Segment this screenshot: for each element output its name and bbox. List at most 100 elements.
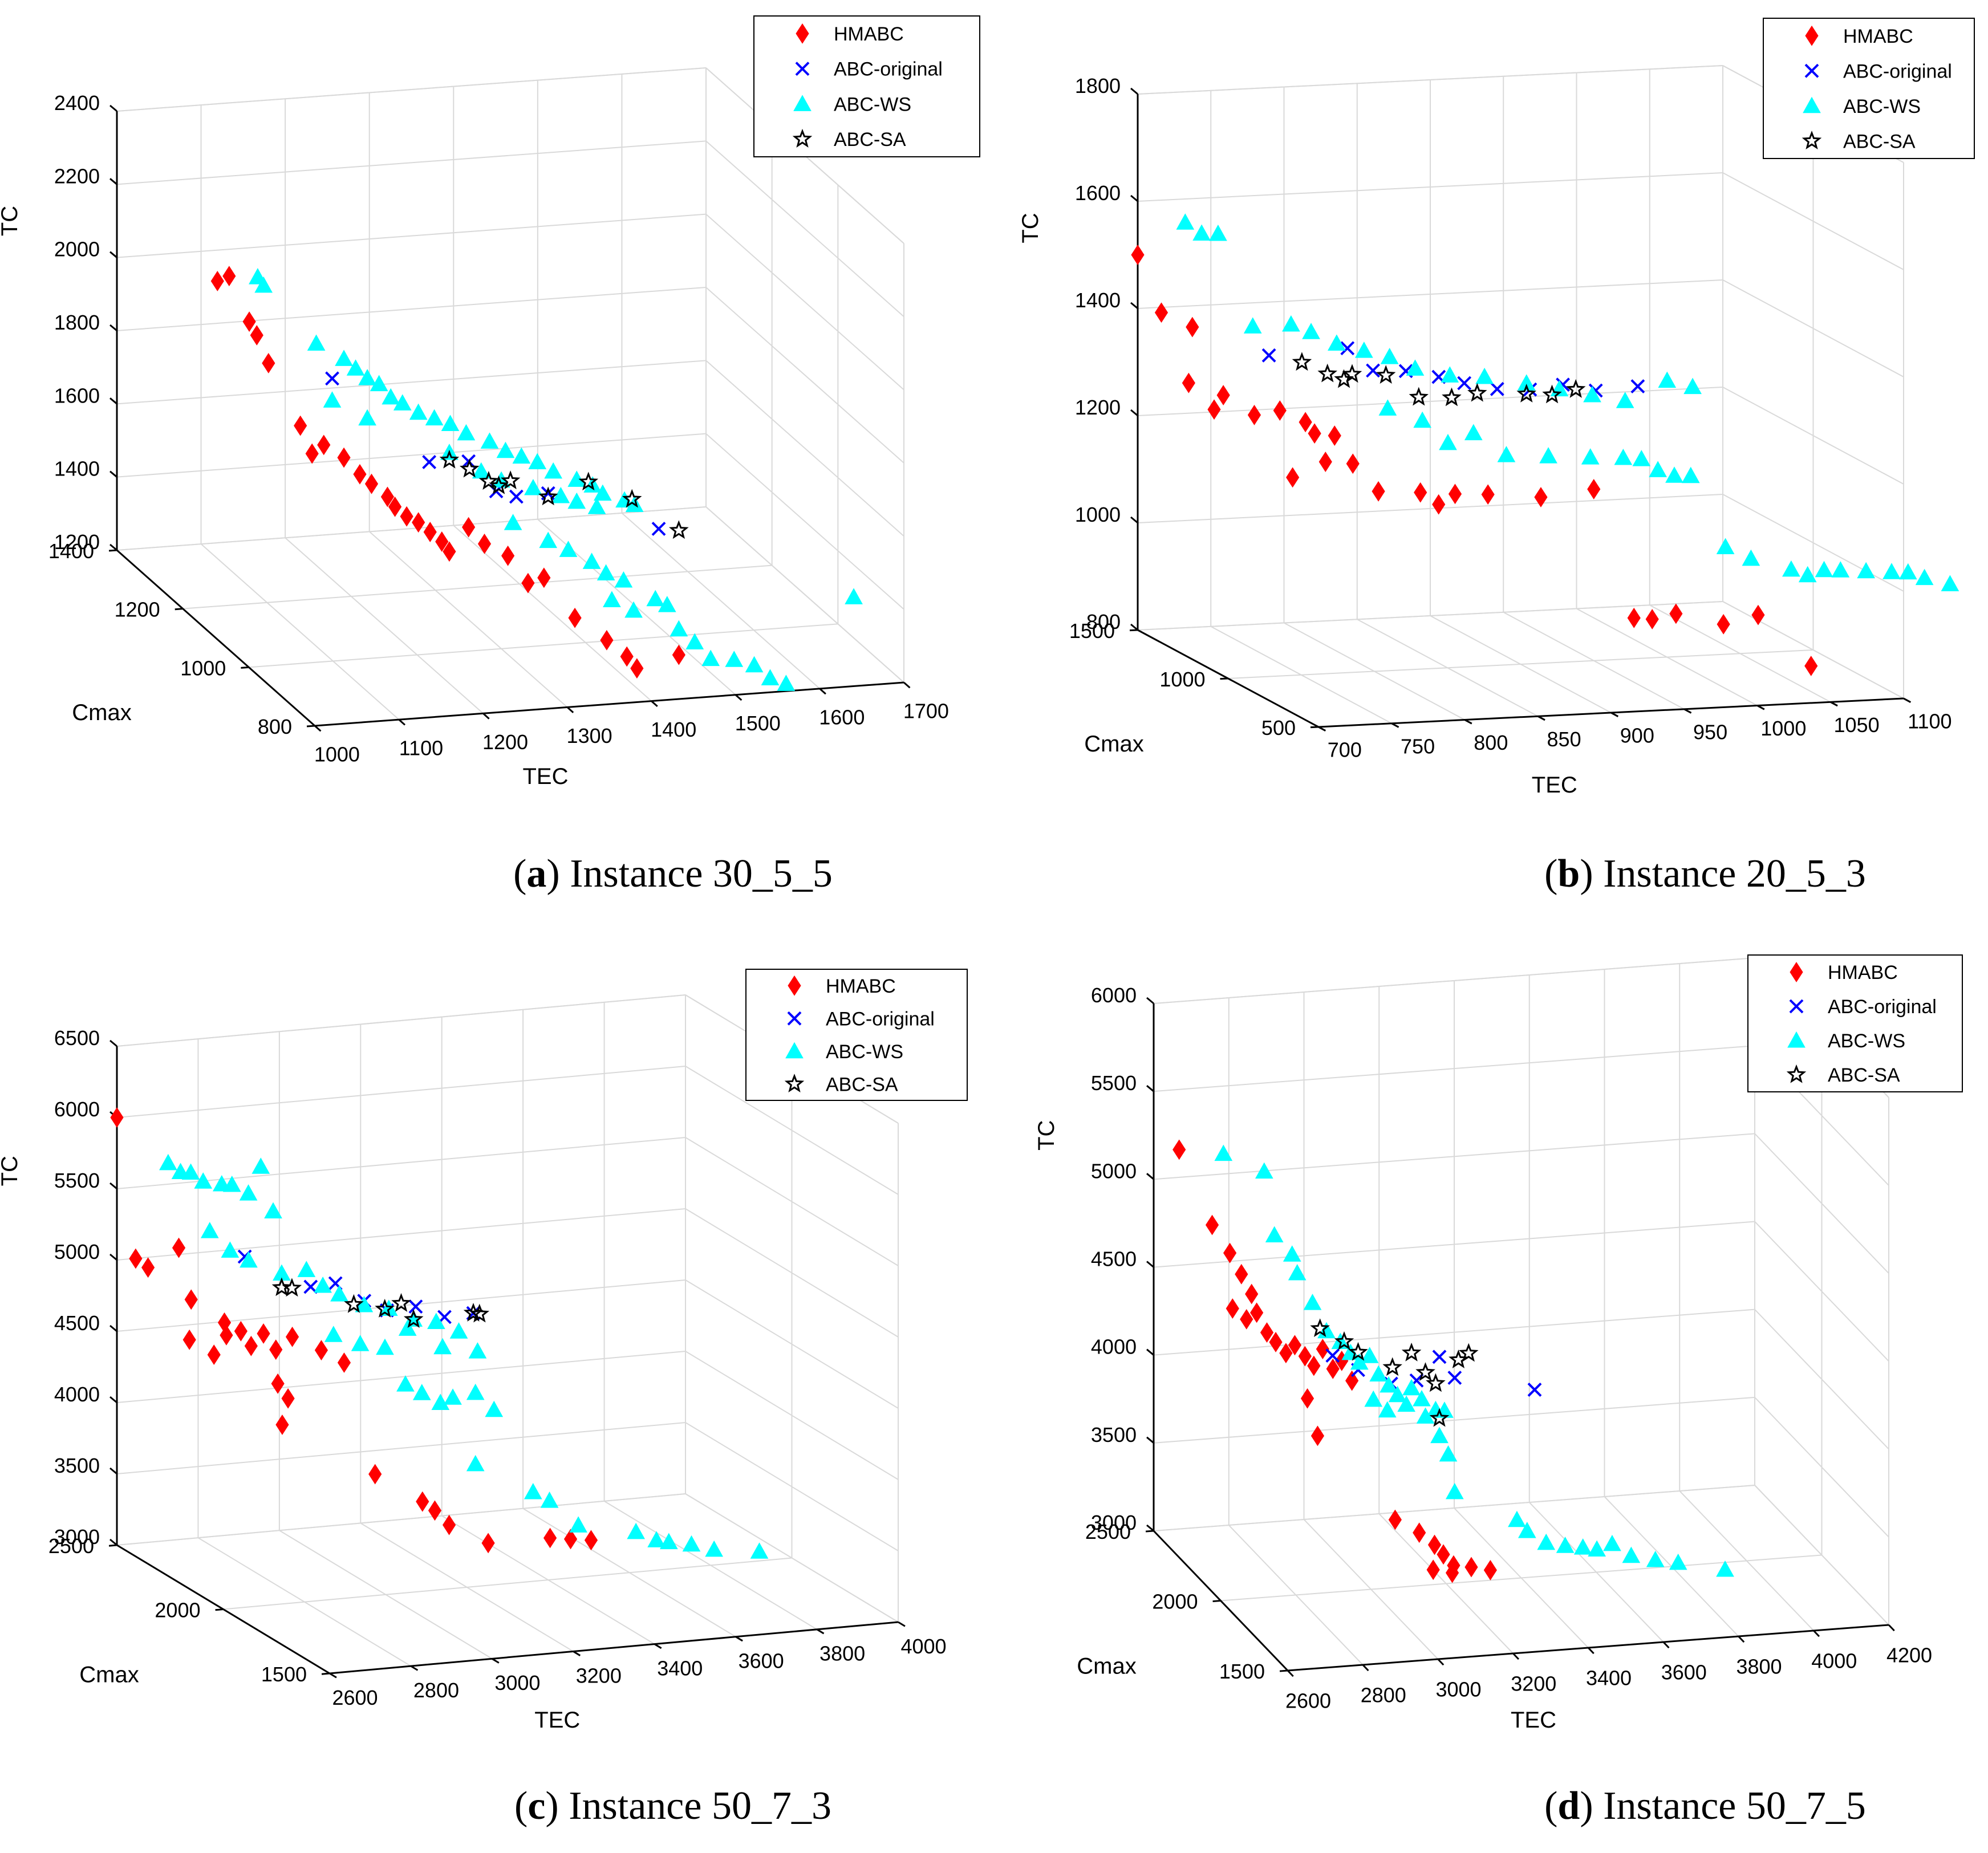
back-wall-gridline <box>116 1208 686 1261</box>
data-point <box>200 1222 219 1238</box>
data-point <box>1565 379 1586 398</box>
data-point <box>239 1184 258 1201</box>
data-point <box>221 1241 240 1258</box>
data-point <box>1380 348 1399 364</box>
legend-marker-abc-ws <box>793 95 812 111</box>
data-point <box>1340 341 1355 356</box>
data-point <box>439 449 460 469</box>
legend-marker-abc-original <box>787 1011 802 1026</box>
legend-label: HMABC <box>1828 962 1898 984</box>
data-point <box>1490 381 1504 396</box>
data-point <box>496 441 515 458</box>
data-point <box>431 1393 450 1411</box>
legend-marker-abc-sa <box>784 1074 805 1092</box>
side-wall-gridline <box>685 1208 899 1338</box>
data-point <box>1430 1427 1449 1444</box>
data-point <box>269 1339 283 1360</box>
legend-label: ABC-original <box>1828 996 1937 1018</box>
legend-marker-hmabc <box>1805 25 1819 46</box>
data-point <box>1481 484 1495 505</box>
x-tick <box>1287 1669 1294 1677</box>
data-point <box>1517 374 1536 391</box>
data-point <box>1345 1370 1359 1391</box>
data-point <box>1288 1335 1302 1356</box>
data-point <box>1288 1263 1307 1281</box>
data-point <box>489 475 509 494</box>
data-point <box>1681 466 1700 483</box>
z-axis-label: TC <box>1034 1120 1059 1151</box>
data-point <box>368 1464 382 1485</box>
data-point <box>1432 1350 1447 1364</box>
data-point <box>285 1326 299 1347</box>
data-point <box>1409 387 1429 406</box>
data-point <box>647 1531 666 1547</box>
z-tick <box>109 1324 117 1332</box>
panel-caption: (b) Instance 20_5_3 <box>1544 852 1866 896</box>
z-axis-label: TC <box>0 206 22 236</box>
x-tick-label: 2600 <box>1285 1689 1331 1713</box>
data-point <box>463 1303 484 1322</box>
data-point <box>1413 411 1432 428</box>
data-point <box>1447 1371 1462 1385</box>
data-point <box>323 391 342 408</box>
data-point <box>1311 1425 1325 1446</box>
data-point <box>1527 1383 1542 1397</box>
z-tick <box>109 397 117 405</box>
data-point <box>540 1492 559 1508</box>
z-tick-label: 3500 <box>54 1454 100 1477</box>
data-point <box>441 415 460 432</box>
data-point <box>745 656 764 673</box>
data-point <box>1292 352 1312 371</box>
data-point <box>597 564 615 581</box>
y-tick <box>1212 1600 1221 1603</box>
data-point <box>1798 566 1817 583</box>
data-point <box>544 462 563 479</box>
x-axis-line <box>314 681 904 727</box>
data-point <box>459 458 480 478</box>
legend-label: ABC-SA <box>1828 1064 1900 1086</box>
y-axis-label: Cmax <box>79 1663 139 1688</box>
x-tick <box>573 1651 581 1656</box>
z-tick-label: 1200 <box>54 530 100 554</box>
data-point <box>257 1323 270 1344</box>
data-point <box>1518 1522 1536 1538</box>
series-abc-sa <box>1310 1318 1479 1427</box>
side-wall-gridline <box>685 1493 899 1623</box>
floor-gridline <box>200 543 400 720</box>
x-tick <box>1587 1647 1595 1655</box>
data-point <box>1182 372 1195 393</box>
data-point <box>1445 1562 1459 1583</box>
x-tick-label: 700 <box>1328 738 1362 762</box>
y-axis-line <box>116 549 315 727</box>
data-point <box>1426 1373 1446 1392</box>
data-point <box>701 649 720 667</box>
z-tick <box>1130 623 1138 631</box>
data-point <box>539 531 558 548</box>
series-hmabc <box>1172 1139 1497 1583</box>
data-point <box>569 1516 587 1533</box>
data-point <box>422 454 437 469</box>
z-tick-label: 1200 <box>1075 396 1121 419</box>
data-point <box>1245 1283 1259 1305</box>
data-point <box>427 1312 445 1330</box>
floor-gridline <box>621 513 821 689</box>
data-point <box>659 1533 678 1550</box>
data-point <box>1534 487 1548 507</box>
data-point <box>1243 317 1262 334</box>
x-tick-label: 3200 <box>576 1664 622 1687</box>
data-point <box>184 1289 198 1310</box>
x-tick <box>1738 1635 1745 1643</box>
data-point <box>382 388 400 405</box>
data-point <box>416 1491 429 1512</box>
data-point <box>1941 575 1959 592</box>
data-point <box>242 311 256 332</box>
x-tick-label: 1100 <box>399 737 443 760</box>
data-point <box>1516 384 1536 403</box>
data-point <box>1751 604 1765 625</box>
data-point <box>1497 446 1516 462</box>
x-tick <box>1391 722 1399 728</box>
data-point <box>1192 224 1211 241</box>
data-point <box>1445 1482 1464 1500</box>
data-point <box>1317 363 1337 383</box>
data-point <box>376 1338 394 1355</box>
